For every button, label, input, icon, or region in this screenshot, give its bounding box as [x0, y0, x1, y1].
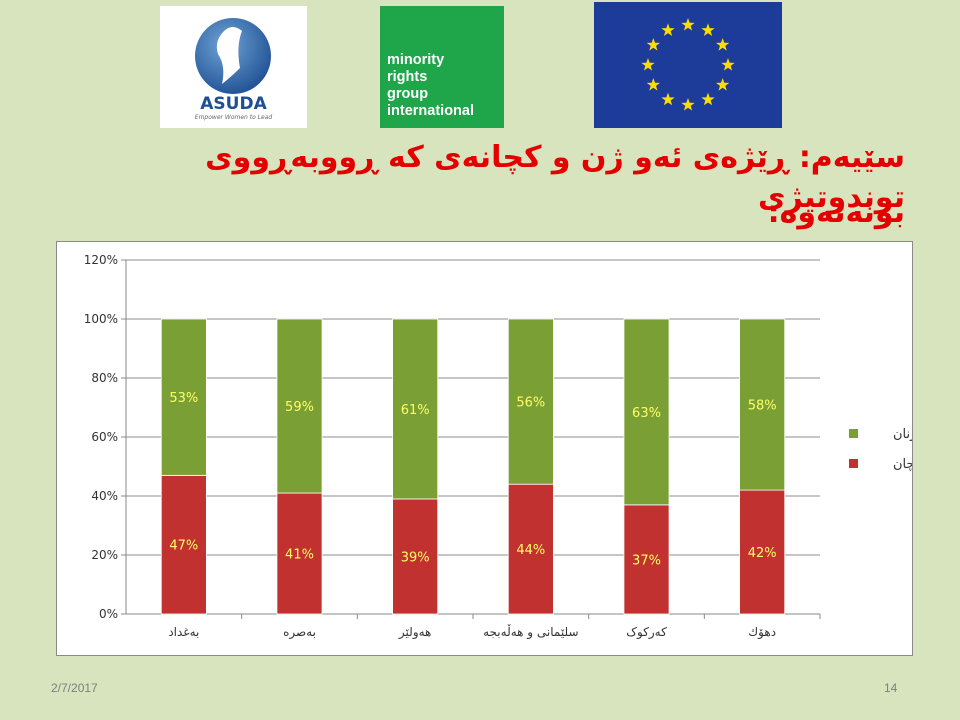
bar-segment: [507, 483, 554, 615]
legend-swatch: [849, 429, 858, 438]
data-label: 63%: [632, 406, 661, 421]
y-tick-label: 60%: [91, 430, 118, 444]
y-tick-label: 20%: [91, 548, 118, 562]
mrg-line: international: [387, 103, 475, 119]
eu-stars-icon: [641, 18, 735, 111]
x-tick-label: بەغداد: [168, 625, 199, 639]
legend-label: کچان: [893, 457, 912, 472]
data-label: 39%: [401, 550, 430, 565]
eu-star-icon: [641, 58, 655, 71]
eu-star-icon: [646, 38, 661, 51]
stacked-bar-chart: 0% 20% 40% 60% 80% 100% 120% 47% 53% بەغداد 41% 59%…: [84, 253, 912, 640]
bar-segment: [392, 318, 439, 500]
bar-segment: [623, 318, 670, 506]
asuda-tagline: Empower Women to Lead: [194, 114, 273, 121]
eu-star-icon: [661, 92, 675, 106]
bar-segment: [160, 318, 207, 476]
asuda-emblem-icon: [195, 18, 271, 94]
data-label: 59%: [285, 400, 314, 415]
x-tick-label: سلێمانی و هەڵەبجە: [483, 624, 578, 640]
eu-star-icon: [681, 18, 695, 31]
data-label: 53%: [169, 391, 198, 406]
eu-star-icon: [721, 58, 735, 71]
mrg-line: rights: [387, 69, 428, 85]
bar-segment: [623, 504, 670, 615]
data-label: 42%: [748, 546, 777, 561]
data-label: 44%: [516, 543, 545, 558]
y-tick-label: 120%: [84, 253, 118, 267]
slide-date: 2/7/2017: [51, 681, 98, 695]
slide-title-line-2: بونەتەوە:: [767, 195, 905, 230]
data-label: 58%: [748, 399, 777, 414]
eu-star-icon: [646, 78, 661, 91]
mrg-wordmark: minority rights group international: [387, 52, 474, 120]
eu-star-icon: [661, 23, 675, 37]
data-label: 56%: [516, 396, 545, 411]
slide-title-line-1: سێیەم: ڕێژەی ئەو ژن و کچانەی کە ڕووبەڕوو…: [205, 140, 905, 215]
data-label: 41%: [285, 548, 314, 563]
x-tick-label: کەرکوک: [626, 625, 667, 640]
bar-segment: [739, 318, 786, 491]
chart-frame: 0% 20% 40% 60% 80% 100% 120% 47% 53% بەغداد 41% 59%…: [56, 241, 913, 656]
slide-page-number: 14: [884, 681, 898, 695]
asuda-wordmark: ASUDA: [200, 94, 267, 114]
data-label: 47%: [169, 539, 198, 554]
mrg-line: minority: [387, 52, 445, 68]
eu-flag-logo: [594, 2, 782, 128]
bar-segment: [160, 474, 207, 615]
x-tick-label: دهۆك: [748, 625, 776, 640]
eu-star-icon: [715, 38, 730, 51]
y-tick-label: 80%: [91, 371, 118, 385]
eu-star-icon: [701, 92, 715, 106]
legend-label: ژنان: [893, 427, 912, 442]
bar-segment: [739, 489, 786, 615]
y-tick-label: 100%: [84, 312, 118, 326]
asuda-logo: ASUDA Empower Women to Lead: [160, 6, 307, 128]
data-label: 37%: [632, 553, 661, 568]
bar-segment: [276, 318, 323, 494]
legend-swatch: [849, 459, 858, 468]
bar-segment: [507, 318, 554, 485]
y-tick-label: 0%: [99, 607, 118, 621]
x-tick-label: هەولێر: [398, 625, 431, 640]
mrg-line: group: [387, 86, 429, 102]
y-tick-label: 40%: [91, 489, 118, 503]
bar-segment: [276, 492, 323, 615]
eu-star-icon: [681, 98, 695, 111]
data-label: 61%: [401, 403, 430, 418]
eu-star-icon: [715, 78, 730, 91]
mrg-logo: minority rights group international: [380, 6, 504, 128]
x-tick-label: بەصرە: [283, 625, 316, 640]
eu-star-icon: [701, 23, 715, 37]
